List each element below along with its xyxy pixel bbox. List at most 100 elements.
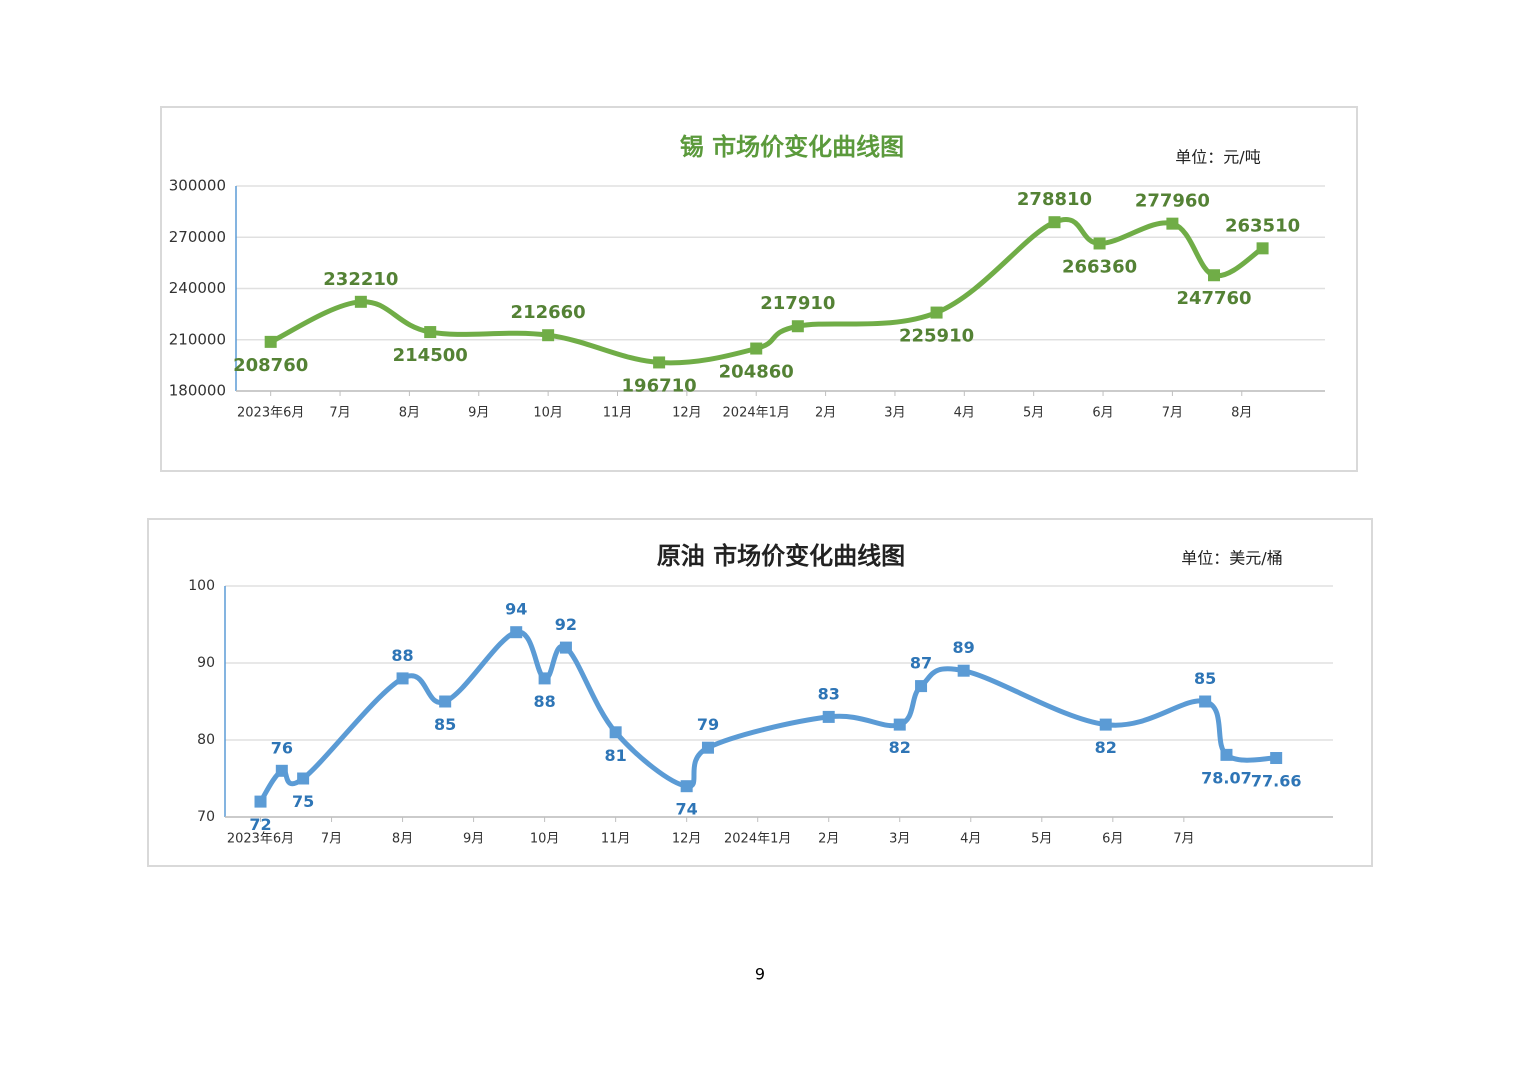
- data-label: 217910: [760, 293, 835, 314]
- data-label: 232210: [323, 269, 398, 290]
- data-label: 92: [555, 615, 577, 634]
- x-tick-label: 3月: [889, 832, 910, 847]
- data-label: 212660: [511, 302, 586, 323]
- data-label: 263510: [1225, 215, 1300, 236]
- x-tick-label: 9月: [468, 406, 489, 421]
- data-label: 266360: [1062, 256, 1137, 277]
- y-tick-label: 80: [197, 732, 215, 748]
- point-marker: [559, 641, 572, 654]
- data-label: 214500: [393, 345, 468, 366]
- data-label: 83: [818, 684, 840, 703]
- x-tick-label: 5月: [1031, 832, 1052, 847]
- x-tick-label: 3月: [884, 406, 905, 421]
- point-marker: [1208, 269, 1221, 282]
- point-marker: [1048, 216, 1061, 229]
- data-label: 74: [676, 800, 698, 819]
- data-label: 88: [533, 692, 555, 711]
- point-marker: [1099, 718, 1112, 731]
- point-marker: [264, 335, 277, 348]
- point-marker: [609, 726, 622, 739]
- data-label: 225910: [899, 326, 974, 347]
- point-marker: [791, 320, 804, 333]
- point-marker: [396, 672, 409, 685]
- y-tick-label: 270000: [169, 228, 226, 246]
- y-tick-label: 70: [197, 809, 215, 825]
- point-marker: [297, 772, 310, 785]
- point-marker: [1166, 217, 1179, 230]
- x-tick-label: 5月: [1023, 406, 1044, 421]
- page-number: 9: [755, 965, 765, 984]
- data-label: 82: [889, 738, 911, 757]
- point-marker: [680, 780, 693, 793]
- data-label: 82: [1095, 738, 1117, 757]
- data-label: 85: [434, 715, 456, 734]
- x-tick-label: 12月: [672, 406, 702, 421]
- x-tick-label: 12月: [672, 832, 702, 847]
- data-label: 208760: [233, 355, 308, 376]
- point-marker: [538, 672, 551, 685]
- point-marker: [701, 741, 714, 754]
- point-marker: [1199, 695, 1212, 708]
- point-marker: [957, 664, 970, 677]
- point-marker: [893, 718, 906, 731]
- y-tick-label: 240000: [169, 279, 226, 297]
- point-marker: [915, 680, 928, 693]
- data-label: 81: [605, 746, 627, 765]
- point-marker: [354, 295, 367, 308]
- x-tick-label: 8月: [1231, 406, 1252, 421]
- y-tick-label: 90: [197, 655, 215, 671]
- data-label: 78.07: [1201, 768, 1252, 787]
- x-tick-label: 4月: [954, 406, 975, 421]
- y-tick-label: 180000: [169, 382, 226, 400]
- x-tick-label: 9月: [463, 832, 484, 847]
- x-tick-label: 6月: [1102, 832, 1123, 847]
- x-tick-label: 2024年1月: [724, 832, 791, 847]
- x-tick-label: 2023年6月: [237, 406, 304, 421]
- data-label: 72: [249, 815, 271, 834]
- point-marker: [822, 710, 835, 723]
- data-label: 75: [292, 792, 314, 811]
- x-tick-label: 8月: [399, 406, 420, 421]
- x-tick-label: 6月: [1092, 406, 1113, 421]
- data-label: 88: [391, 646, 413, 665]
- data-label: 277960: [1135, 191, 1210, 212]
- x-tick-label: 2月: [815, 406, 836, 421]
- point-marker: [1270, 752, 1283, 765]
- point-marker: [1093, 237, 1106, 250]
- chart-frame: [147, 518, 1373, 867]
- unit-label: 单位：元/吨: [1175, 148, 1260, 167]
- x-tick-label: 2月: [818, 832, 839, 847]
- point-marker: [510, 626, 523, 639]
- data-label: 89: [953, 638, 975, 657]
- data-label: 87: [910, 654, 932, 673]
- point-marker: [439, 695, 452, 708]
- data-label: 76: [271, 738, 293, 757]
- data-label: 247760: [1176, 288, 1251, 309]
- point-marker: [1256, 242, 1269, 255]
- unit-label: 单位：美元/桶: [1181, 549, 1282, 568]
- x-tick-label: 11月: [601, 832, 631, 847]
- point-marker: [275, 764, 288, 777]
- x-tick-label: 10月: [533, 406, 563, 421]
- x-tick-label: 4月: [960, 832, 981, 847]
- point-marker: [424, 326, 437, 339]
- point-marker: [653, 356, 666, 369]
- x-tick-label: 10月: [530, 832, 560, 847]
- data-label: 196710: [622, 375, 697, 396]
- x-tick-label: 2024年1月: [723, 406, 790, 421]
- data-label: 77.66: [1251, 772, 1302, 791]
- point-marker: [750, 342, 763, 355]
- point-marker: [1220, 748, 1233, 761]
- x-tick-label: 2023年6月: [227, 832, 294, 847]
- point-marker: [542, 329, 555, 342]
- x-tick-label: 11月: [603, 406, 633, 421]
- x-tick-label: 7月: [1162, 406, 1183, 421]
- chart-title: 原油 市场价变化曲线图: [657, 542, 905, 570]
- data-label: 79: [697, 715, 719, 734]
- y-tick-label: 100: [188, 578, 215, 594]
- data-label: 278810: [1017, 189, 1092, 210]
- point-marker: [930, 306, 943, 319]
- data-label: 204860: [719, 362, 794, 383]
